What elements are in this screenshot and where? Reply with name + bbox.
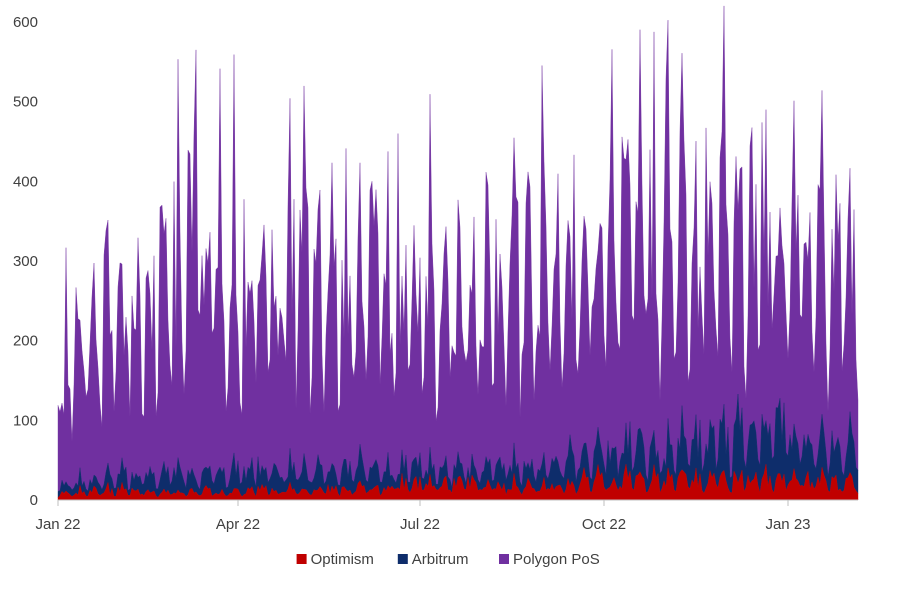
y-tick-label: 200 [13,333,38,350]
legend-item-arbitrum: Arbitrum [397,551,469,568]
legend-swatch [499,554,509,564]
x-tick-label: Oct 22 [582,516,626,533]
legend-item-optimism: Optimism [296,551,374,568]
area-layer [57,5,859,501]
area-series-optimism [57,464,859,501]
legend-label: Optimism [311,551,374,568]
axis-layer: 0 100 200 300 400 500 600 Jan 22 Apr 22 Jul 22 Oct… [13,14,858,533]
legend-item-polygon-pos: Polygon PoS [499,551,600,568]
y-tick-label: 600 [13,14,38,31]
y-tick-label: 100 [13,412,38,429]
y-tick-label: 300 [13,253,38,270]
legend-label: Polygon PoS [513,551,600,568]
legend-swatch [397,554,408,564]
x-tick-label: Jan 22 [35,516,80,533]
x-tick-label: Jan 23 [765,516,810,533]
legend-label: Arbitrum [412,551,469,568]
y-tick-label: 400 [13,173,38,190]
x-tick-label: Jul 22 [400,516,440,533]
legend-swatch [296,554,307,564]
x-tick-label: Apr 22 [216,516,260,533]
y-tick-label: 500 [13,94,38,111]
legend: Optimism Arbitrum Polygon PoS [296,551,600,568]
y-tick-label: 0 [30,492,38,509]
